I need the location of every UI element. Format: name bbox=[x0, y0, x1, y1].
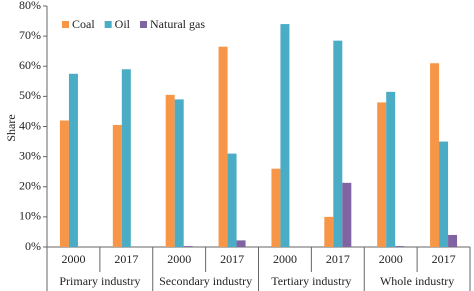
bar bbox=[271, 168, 281, 247]
bar bbox=[218, 46, 228, 248]
legend-swatch bbox=[62, 21, 69, 28]
bar bbox=[236, 240, 246, 247]
x-tick-label: 2000 bbox=[61, 252, 85, 266]
bar bbox=[342, 182, 352, 247]
x-tick-label: 2000 bbox=[167, 252, 191, 266]
legend-label: Coal bbox=[72, 17, 95, 31]
y-tick-label: 50% bbox=[19, 88, 41, 102]
bar bbox=[324, 216, 334, 247]
group-label: Whole industry bbox=[380, 274, 454, 288]
legend-label: Natural gas bbox=[150, 17, 205, 31]
bar bbox=[59, 120, 69, 247]
group-label: Primary industry bbox=[59, 274, 140, 288]
bar bbox=[174, 99, 184, 247]
group-label: Tertiary industry bbox=[271, 274, 351, 288]
y-tick-label: 80% bbox=[19, 0, 41, 12]
x-tick-label: 2000 bbox=[273, 252, 297, 266]
bar bbox=[68, 73, 78, 247]
bar bbox=[386, 91, 396, 247]
bar bbox=[430, 63, 440, 247]
y-tick-label: 70% bbox=[19, 28, 41, 42]
legend-swatch bbox=[104, 21, 112, 28]
bar bbox=[121, 69, 131, 247]
bar bbox=[227, 153, 237, 247]
y-tick-label: 30% bbox=[19, 148, 41, 162]
bar bbox=[165, 94, 175, 248]
bar bbox=[448, 234, 458, 247]
x-tick-label: 2017 bbox=[114, 252, 138, 266]
x-tick-label: 2000 bbox=[379, 252, 403, 266]
bar bbox=[439, 141, 449, 247]
bar bbox=[395, 246, 405, 247]
y-tick-label: 60% bbox=[19, 58, 41, 72]
legend-swatch bbox=[140, 21, 148, 28]
legend-label: Oil bbox=[115, 17, 131, 31]
y-tick-label: 10% bbox=[19, 209, 41, 223]
y-tick-label: 20% bbox=[19, 179, 41, 193]
x-tick-label: 2017 bbox=[432, 252, 456, 266]
group-label: Secondary industry bbox=[159, 274, 252, 288]
x-tick-label: 2017 bbox=[326, 252, 350, 266]
x-tick-label: 2017 bbox=[220, 252, 244, 266]
y-tick-label: 40% bbox=[19, 118, 41, 132]
y-axis-label: Share bbox=[4, 114, 18, 141]
bar bbox=[112, 124, 122, 247]
bar bbox=[280, 24, 290, 248]
bar bbox=[183, 246, 193, 247]
bar bbox=[377, 102, 387, 248]
bar bbox=[333, 40, 343, 247]
y-tick-label: 0% bbox=[25, 239, 41, 253]
